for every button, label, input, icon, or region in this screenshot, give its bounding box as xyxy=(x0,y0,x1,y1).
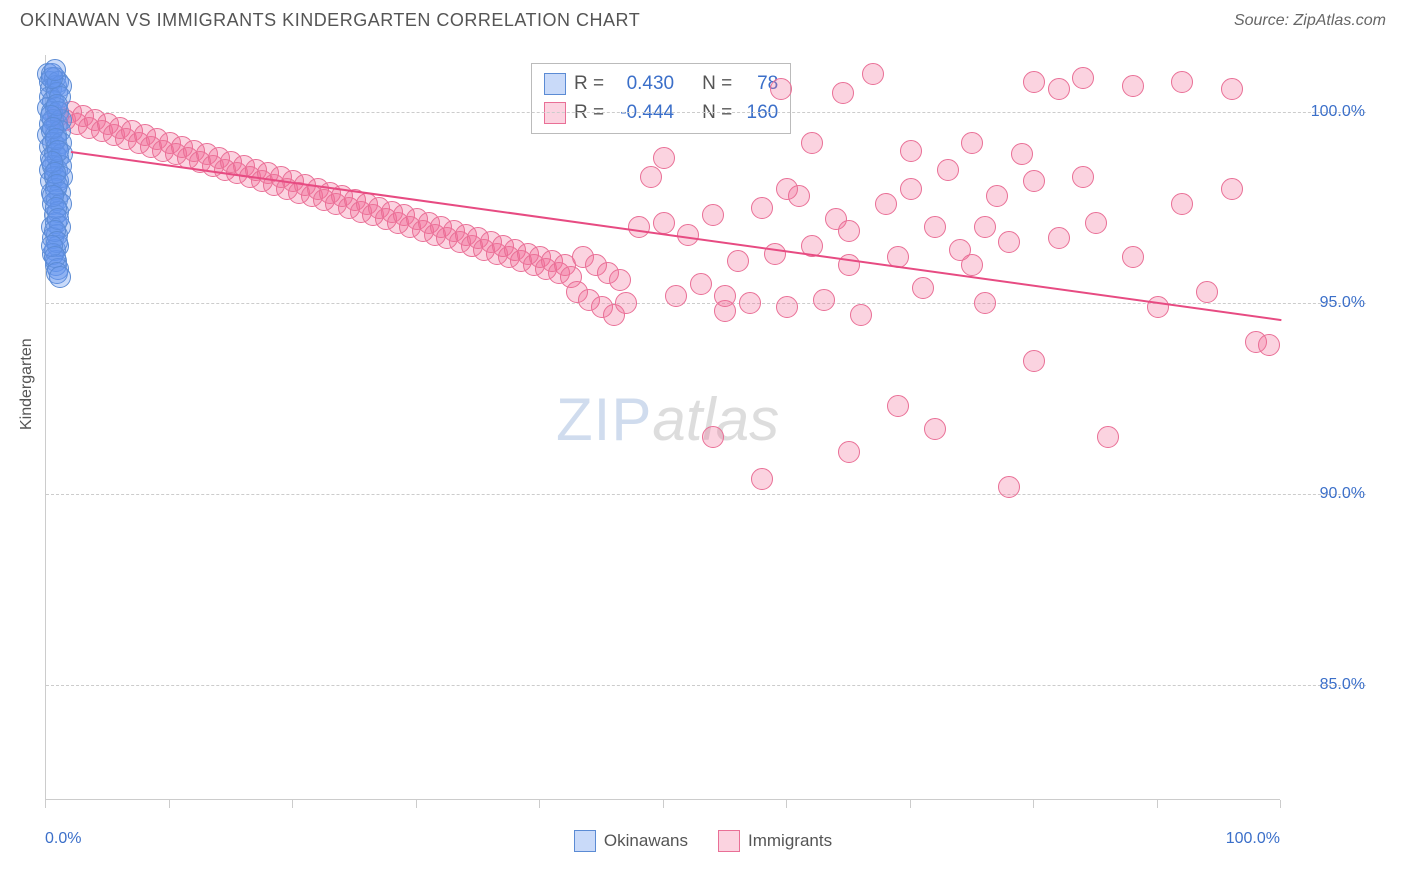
point-immigrants xyxy=(1171,71,1193,93)
legend-swatch xyxy=(574,830,596,852)
point-immigrants xyxy=(702,426,724,448)
point-immigrants xyxy=(770,78,792,100)
ytick-label: 85.0% xyxy=(1320,676,1365,694)
point-immigrants xyxy=(961,132,983,154)
legend-label: Okinawans xyxy=(604,831,688,851)
gridline-horizontal xyxy=(46,112,1366,113)
point-immigrants xyxy=(1171,193,1193,215)
point-immigrants xyxy=(751,468,773,490)
point-immigrants xyxy=(1122,75,1144,97)
point-immigrants xyxy=(924,418,946,440)
xtick-mark xyxy=(1033,800,1034,808)
gridline-horizontal xyxy=(46,494,1366,495)
point-immigrants xyxy=(813,289,835,311)
point-immigrants xyxy=(1023,71,1045,93)
legend-swatch xyxy=(544,73,566,95)
point-immigrants xyxy=(1122,246,1144,268)
chart-container: ZIPatlas R =0.430N =78R =-0.444N =160 85… xyxy=(45,55,1365,800)
point-immigrants xyxy=(677,224,699,246)
xtick-mark xyxy=(663,800,664,808)
point-immigrants xyxy=(937,159,959,181)
point-immigrants xyxy=(776,178,798,200)
legend-bottom: Okinawans Immigrants xyxy=(0,830,1406,852)
page-title: OKINAWAN VS IMMIGRANTS KINDERGARTEN CORR… xyxy=(20,10,640,31)
point-okinawans xyxy=(44,59,66,81)
point-immigrants xyxy=(665,285,687,307)
point-immigrants xyxy=(1023,350,1045,372)
point-immigrants xyxy=(615,292,637,314)
point-immigrants xyxy=(776,296,798,318)
point-immigrants xyxy=(838,220,860,242)
stats-row: R =0.430N =78 xyxy=(544,70,778,99)
point-immigrants xyxy=(1196,281,1218,303)
stat-r-value: 0.430 xyxy=(612,70,674,99)
legend-label: Immigrants xyxy=(748,831,832,851)
xtick-mark xyxy=(786,800,787,808)
point-immigrants xyxy=(1023,170,1045,192)
point-immigrants xyxy=(1048,227,1070,249)
point-immigrants xyxy=(1072,166,1094,188)
point-immigrants xyxy=(974,216,996,238)
point-immigrants xyxy=(764,243,786,265)
point-immigrants xyxy=(640,166,662,188)
stats-legend-box: R =0.430N =78R =-0.444N =160 xyxy=(531,63,791,134)
legend-item: Immigrants xyxy=(718,830,832,852)
point-immigrants xyxy=(850,304,872,326)
point-okinawans xyxy=(49,266,71,288)
point-immigrants xyxy=(714,285,736,307)
watermark-zip: ZIP xyxy=(556,386,652,453)
point-immigrants xyxy=(628,216,650,238)
xtick-mark xyxy=(169,800,170,808)
xtick-mark xyxy=(1280,800,1281,808)
point-immigrants xyxy=(924,216,946,238)
point-immigrants xyxy=(739,292,761,314)
xtick-mark xyxy=(292,800,293,808)
point-immigrants xyxy=(1147,296,1169,318)
point-immigrants xyxy=(653,212,675,234)
point-immigrants xyxy=(832,82,854,104)
point-immigrants xyxy=(887,395,909,417)
point-immigrants xyxy=(1085,212,1107,234)
point-immigrants xyxy=(1097,426,1119,448)
point-immigrants xyxy=(875,193,897,215)
point-immigrants xyxy=(751,197,773,219)
point-immigrants xyxy=(961,254,983,276)
point-immigrants xyxy=(1048,78,1070,100)
point-immigrants xyxy=(702,204,724,226)
point-immigrants xyxy=(900,178,922,200)
ytick-label: 95.0% xyxy=(1320,294,1365,312)
legend-swatch xyxy=(718,830,740,852)
xtick-mark xyxy=(910,800,911,808)
ytick-label: 100.0% xyxy=(1311,103,1365,121)
point-immigrants xyxy=(1221,78,1243,100)
point-immigrants xyxy=(727,250,749,272)
point-immigrants xyxy=(1072,67,1094,89)
point-immigrants xyxy=(690,273,712,295)
source-attribution: Source: ZipAtlas.com xyxy=(1234,12,1386,30)
ytick-label: 90.0% xyxy=(1320,485,1365,503)
point-immigrants xyxy=(862,63,884,85)
point-immigrants xyxy=(900,140,922,162)
xtick-mark xyxy=(539,800,540,808)
point-immigrants xyxy=(1011,143,1033,165)
point-immigrants xyxy=(801,132,823,154)
point-immigrants xyxy=(974,292,996,314)
point-immigrants xyxy=(998,231,1020,253)
point-immigrants xyxy=(986,185,1008,207)
point-immigrants xyxy=(998,476,1020,498)
legend-item: Okinawans xyxy=(574,830,688,852)
point-immigrants xyxy=(609,269,631,291)
gridline-horizontal xyxy=(46,685,1366,686)
y-axis-label: Kindergarten xyxy=(18,338,36,430)
point-immigrants xyxy=(1258,334,1280,356)
xtick-mark xyxy=(45,800,46,808)
point-immigrants xyxy=(1221,178,1243,200)
watermark: ZIPatlas xyxy=(556,385,779,454)
plot-area: ZIPatlas R =0.430N =78R =-0.444N =160 xyxy=(45,55,1280,800)
point-immigrants xyxy=(653,147,675,169)
point-immigrants xyxy=(912,277,934,299)
xtick-mark xyxy=(416,800,417,808)
point-immigrants xyxy=(838,441,860,463)
xtick-mark xyxy=(1157,800,1158,808)
